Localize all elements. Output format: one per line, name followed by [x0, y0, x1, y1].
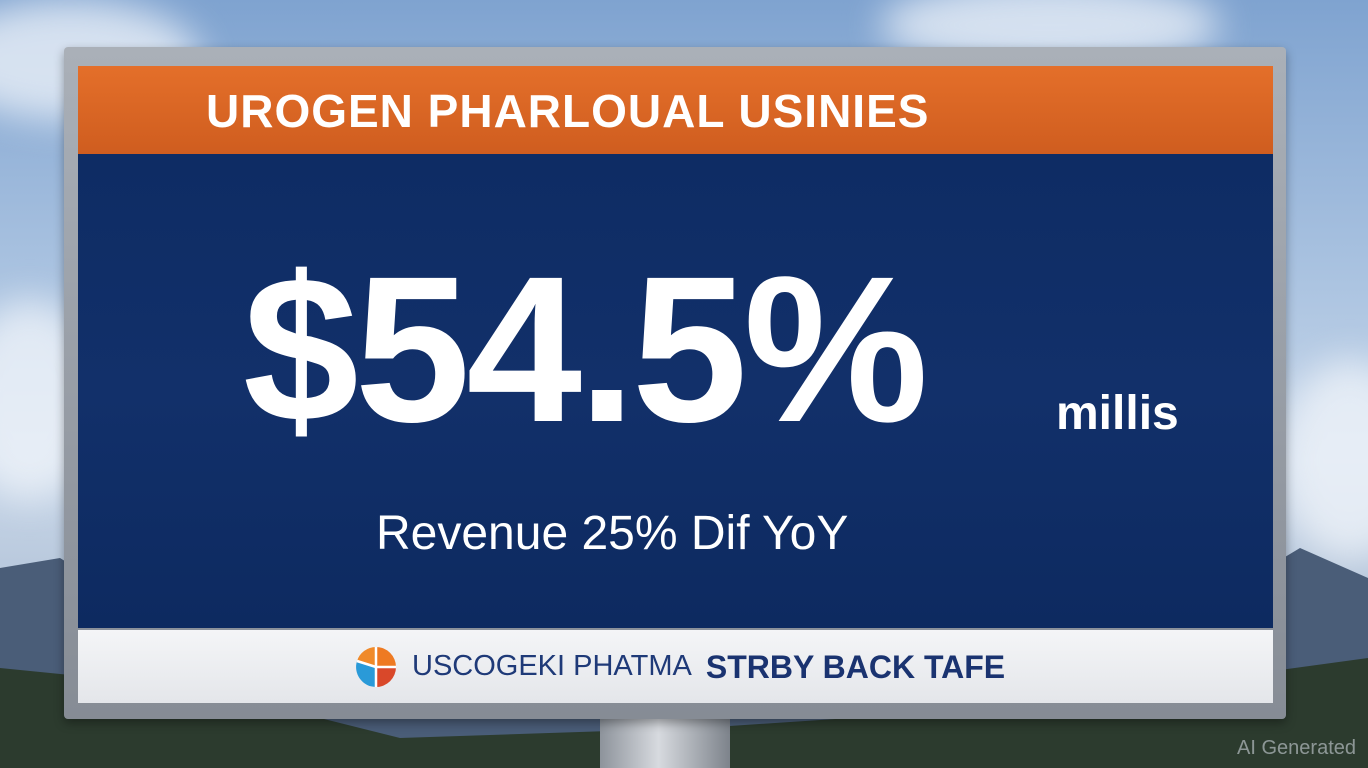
tagline: STRBY BACK TAFE	[705, 648, 1006, 685]
segmented-circle-logo-icon	[356, 646, 396, 687]
headline-value: $54.5%	[243, 234, 928, 466]
cloud	[1280, 360, 1368, 560]
billboard-footer: USCOGEKI PHATMA STRBY BACK TAFE	[78, 630, 1273, 703]
header-title: UROGEN PHARLOUAL USINIES	[206, 85, 930, 137]
footer-row: USCOGEKI PHATMA STRBY BACK TAFE	[354, 630, 1005, 703]
revenue-subline: Revenue 25% Dif YoY	[376, 507, 849, 560]
brand-name: USCOGEKI PHATMA	[412, 650, 692, 682]
headline-unit: millis	[1056, 387, 1179, 440]
billboard-header: UROGEN PHARLOUAL USINIES	[78, 66, 1273, 154]
watermark: AI Generated	[1237, 737, 1356, 759]
billboard-main-panel: $54.5% millis Revenue 25% Dif YoY	[78, 154, 1273, 628]
